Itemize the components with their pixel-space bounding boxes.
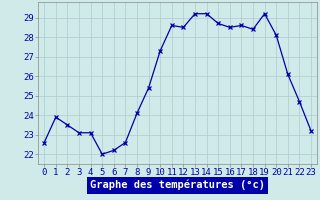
X-axis label: Graphe des températures (°c): Graphe des températures (°c) xyxy=(90,180,265,190)
